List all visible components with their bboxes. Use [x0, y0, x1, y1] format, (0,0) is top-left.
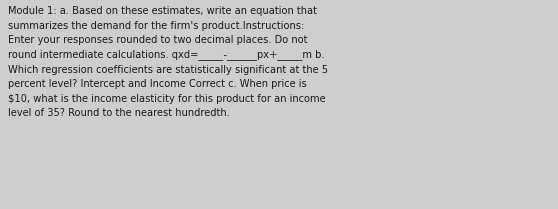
Text: Module 1: a. Based on these estimates, write an equation that
summarizes the dem: Module 1: a. Based on these estimates, w… — [8, 6, 328, 118]
